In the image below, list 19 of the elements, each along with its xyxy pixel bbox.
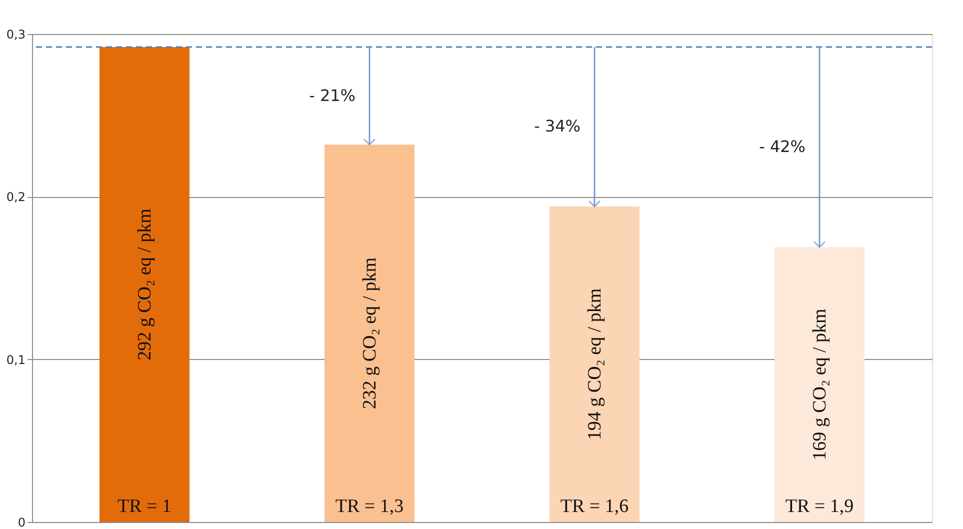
x-tick-label: TR = 1,9 — [785, 496, 854, 517]
x-tick-label: TR = 1 — [118, 496, 172, 517]
y-tick-label: 0 — [18, 516, 26, 529]
y-tick-label: 0,1 — [6, 352, 26, 367]
annotation: - 21% — [309, 86, 356, 105]
annotation: 292 g CO₂ eq / pkm — [134, 208, 156, 360]
annotation: 194 g CO₂ eq / pkm — [584, 288, 606, 440]
y-tick-label: 0,2 — [6, 190, 26, 204]
annotation: 232 g CO₂ eq / pkm — [360, 257, 380, 410]
annotation: 169 g CO₂ eq / pkm — [810, 308, 830, 460]
y-tick-label: 0,3 — [6, 28, 26, 42]
x-tick-label: TR = 1,6 — [560, 496, 629, 517]
x-tick-label: TR = 1,3 — [335, 496, 404, 517]
annotation: - 42% — [759, 137, 806, 156]
bar — [100, 47, 190, 522]
bar — [774, 247, 864, 522]
bar — [550, 206, 640, 522]
annotation: - 34% — [534, 116, 580, 136]
bar — [324, 144, 414, 522]
